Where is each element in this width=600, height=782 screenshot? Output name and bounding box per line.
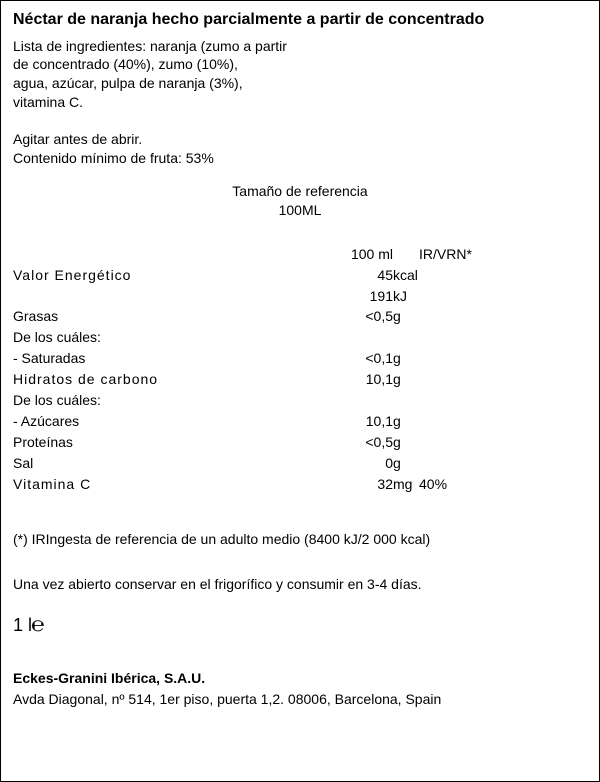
fat-label: Grasas — [13, 306, 323, 327]
company-name: Eckes-Granini Ibérica, S.A.U. — [13, 669, 587, 688]
ingredients-line-1: naranja (zumo a partir — [150, 38, 287, 54]
ingredients-line-3: agua, azúcar, pulpa de naranja (3%), — [13, 75, 243, 91]
carb-value: 10,1 — [323, 369, 393, 390]
row-sugar: - Azúcares 10,1 g — [13, 411, 587, 432]
carb-label: Hidratos de carbono — [13, 369, 323, 390]
row-salt: Sal 0 g — [13, 453, 587, 474]
row-carb: Hidratos de carbono 10,1 g — [13, 369, 587, 390]
shake-instruction: Agitar antes de abrir. — [13, 130, 587, 149]
header-irvrn: IR/VRN* — [419, 244, 587, 265]
ingredients-line-2: de concentrado (40%), zumo (10%), — [13, 56, 238, 72]
row-energy-kcal: Valor Energético 45 kcal — [13, 265, 587, 286]
ingredients-line-4: vitamina C. — [13, 94, 83, 110]
sugar-unit: g — [393, 411, 419, 432]
sugar-value: 10,1 — [323, 411, 393, 432]
row-ofwhich-2: De los cuáles: — [13, 390, 587, 411]
energy-label: Valor Energético — [13, 265, 323, 286]
energy-kj-value: 191 — [323, 286, 393, 307]
fat-value: <0,5 — [323, 306, 393, 327]
min-fruit-content: Contenido mínimo de fruta: 53% — [13, 149, 587, 168]
energy-kj-unit: kJ — [393, 286, 419, 307]
row-energy-kj: 191 kJ — [13, 286, 587, 307]
reference-size: 100ML — [13, 201, 587, 220]
prot-label: Proteínas — [13, 432, 323, 453]
header-per: 100 ml — [323, 244, 393, 265]
sugar-label: - Azúcares — [13, 411, 323, 432]
vitc-unit: mg — [393, 474, 419, 495]
energy-kcal-unit: kcal — [393, 265, 419, 286]
table-header-row: 100 ml IR/VRN* — [13, 244, 587, 265]
carb-unit: g — [393, 369, 419, 390]
salt-value: 0 — [323, 453, 393, 474]
ofwhich-1: De los cuáles: — [13, 327, 323, 348]
nutrition-table: 100 ml IR/VRN* Valor Energético 45 kcal … — [13, 244, 587, 495]
row-saturated: - Saturadas <0,1 g — [13, 348, 587, 369]
ofwhich-2: De los cuáles: — [13, 390, 323, 411]
prot-unit: g — [393, 432, 419, 453]
sat-label: - Saturadas — [13, 348, 323, 369]
ingredients-label: Lista de ingredientes: — [13, 38, 146, 54]
row-fat: Grasas <0,5 g — [13, 306, 587, 327]
ingredients-block: Lista de ingredientes: naranja (zumo a p… — [13, 37, 587, 113]
row-vitamin-c: Vitamina C 32 mg 40% — [13, 474, 587, 495]
energy-kcal-value: 45 — [323, 265, 393, 286]
footnote: (*) IRIngesta de referencia de un adulto… — [13, 530, 587, 549]
prot-value: <0,5 — [323, 432, 393, 453]
salt-label: Sal — [13, 453, 323, 474]
nutrition-panel: Néctar de naranja hecho parcialmente a p… — [0, 0, 600, 782]
product-title: Néctar de naranja hecho parcialmente a p… — [13, 9, 587, 31]
vitc-label: Vitamina C — [13, 474, 323, 495]
row-protein: Proteínas <0,5 g — [13, 432, 587, 453]
fat-unit: g — [393, 306, 419, 327]
reference-size-block: Tamaño de referencia 100ML — [13, 182, 587, 220]
salt-unit: g — [393, 453, 419, 474]
company-address: Avda Diagonal, nº 514, 1er piso, puerta … — [13, 690, 587, 709]
volume: 1 l℮ — [13, 612, 587, 639]
volume-amount: 1 l — [13, 615, 32, 635]
sat-value: <0,1 — [323, 348, 393, 369]
e-mark-icon: ℮ — [31, 612, 45, 639]
row-ofwhich-1: De los cuáles: — [13, 327, 587, 348]
storage-instruction: Una vez abierto conservar en el frigoríf… — [13, 575, 587, 594]
sat-unit: g — [393, 348, 419, 369]
reference-label: Tamaño de referencia — [13, 182, 587, 201]
vitc-value: 32 — [323, 474, 393, 495]
vitc-irvrn: 40% — [419, 474, 587, 495]
